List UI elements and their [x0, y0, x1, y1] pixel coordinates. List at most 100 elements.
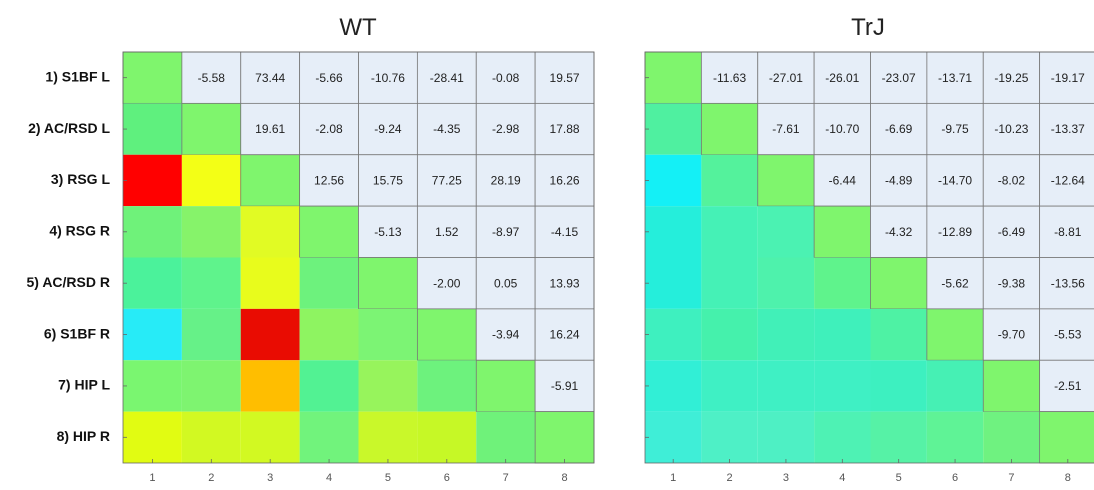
- cell-value: -4.32: [885, 225, 913, 239]
- heatmap-cell: [299, 360, 359, 412]
- heatmap-cell: [982, 308, 1041, 361]
- heatmap-cell: [534, 308, 595, 361]
- heatmap-cell: [416, 257, 477, 310]
- cell-value: 13.93: [550, 276, 580, 290]
- cell-value: 1.52: [435, 225, 459, 239]
- cell-value: 16.24: [550, 328, 580, 342]
- cell-value: 28.19: [491, 174, 521, 188]
- cell-value: -2.08: [315, 122, 343, 136]
- row-label: 3) RSG L: [51, 171, 111, 187]
- heatmap-cell: [870, 102, 928, 156]
- heatmap-cell: [240, 206, 300, 258]
- heatmap-cell: [1039, 411, 1094, 464]
- heatmap-cell: [982, 359, 1041, 413]
- heatmap-cell: [814, 308, 871, 361]
- heatmap-cell: [757, 411, 815, 463]
- x-tick-label: 8: [1065, 472, 1071, 484]
- x-tick-label: 4: [326, 472, 332, 484]
- heatmap-cell: [534, 257, 595, 310]
- heatmap-cell: [181, 411, 241, 463]
- cell-value: -23.07: [882, 71, 916, 85]
- cell-value: 16.26: [550, 174, 580, 188]
- cell-value: -5.58: [198, 71, 226, 85]
- heatmap-cell: [358, 308, 418, 361]
- heatmap-cell: [645, 308, 702, 361]
- cell-value: -10.23: [994, 122, 1028, 136]
- heatmap-cell: [814, 411, 871, 463]
- cell-value: -5.53: [1054, 328, 1082, 342]
- x-tick-label: 4: [839, 472, 845, 484]
- heatmap-cell: [701, 411, 758, 463]
- heatmap-cell: [757, 102, 815, 156]
- cell-value: -10.70: [825, 122, 859, 136]
- heatmap-cell: [181, 154, 241, 207]
- heatmap-cell: [1039, 102, 1094, 156]
- cell-value: -0.08: [492, 71, 520, 85]
- cell-value: -5.91: [551, 379, 579, 393]
- heatmap-cell: [534, 359, 595, 413]
- row-label: 2) AC/RSD L: [28, 120, 110, 136]
- heatmap-cell: [358, 257, 418, 310]
- cell-value: -11.63: [713, 71, 746, 85]
- heatmap-cell: [123, 257, 182, 309]
- heatmap-cell: [701, 206, 758, 258]
- cell-value: -12.89: [938, 225, 972, 239]
- heatmap-cell: [358, 51, 418, 104]
- heatmap-cell: [1039, 359, 1094, 413]
- cell-value: -8.02: [998, 174, 1026, 188]
- heatmap-cell: [757, 154, 815, 207]
- heatmap-cell: [926, 360, 984, 412]
- heatmap-cell: [123, 411, 182, 463]
- heatmap-cell: [123, 206, 182, 258]
- x-tick-label: 2: [727, 472, 733, 484]
- cell-value: -28.41: [430, 71, 464, 85]
- heatmap-cell: [417, 411, 477, 463]
- heatmap-cell: [645, 154, 702, 207]
- heatmap-cell: [982, 51, 1041, 104]
- cell-value: -4.15: [551, 225, 579, 239]
- cell-value: -5.13: [374, 225, 402, 239]
- heatmap-cell: [870, 154, 928, 207]
- x-tick-label: 3: [783, 472, 789, 484]
- cell-value: -2.51: [1054, 379, 1082, 393]
- heatmap-cell: [475, 51, 536, 104]
- heatmap-cell: [926, 308, 984, 361]
- heatmap-cell: [123, 154, 182, 207]
- heatmap-cell: [534, 205, 595, 258]
- cell-value: 12.56: [314, 174, 344, 188]
- row-label: 8) HIP R: [57, 428, 110, 444]
- heatmap-cell: [240, 257, 300, 309]
- heatmap-cell: [416, 205, 477, 258]
- heatmap-cell: [644, 51, 702, 104]
- cell-value: -2.00: [433, 276, 461, 290]
- heatmap-cell: [813, 154, 871, 207]
- plot-frame: [122, 51, 595, 464]
- cell-value: -8.81: [1054, 225, 1082, 239]
- heatmap-cell: [416, 154, 477, 207]
- heatmap-cell: [926, 154, 984, 207]
- x-tick-label: 7: [503, 472, 509, 484]
- row-label: 5) AC/RSD R: [27, 274, 111, 290]
- heatmap-cell: [475, 102, 536, 156]
- heatmap-cell: [926, 257, 984, 310]
- heatmap-cell: [700, 102, 759, 156]
- cell-value: -19.25: [994, 71, 1028, 85]
- heatmap-cell: [813, 205, 871, 258]
- heatmap-cell: [416, 308, 477, 361]
- heatmap-cell: [926, 411, 984, 463]
- heatmap-cell: [123, 308, 182, 361]
- x-tick-label: 3: [267, 472, 273, 484]
- heatmap-cell: [299, 257, 359, 309]
- heatmap-cell: [870, 257, 928, 310]
- heatmap-cell: [181, 257, 241, 309]
- cell-value: -4.89: [885, 174, 913, 188]
- heatmap-cell: [358, 102, 418, 156]
- heatmap-cell: [870, 360, 927, 412]
- heatmap-cell: [475, 359, 536, 413]
- x-tick-label: 7: [1008, 472, 1014, 484]
- heatmap-cell: [645, 206, 702, 258]
- x-tick-label: 5: [385, 472, 391, 484]
- x-tick-label: 5: [896, 472, 902, 484]
- heatmap-cell: [240, 154, 301, 207]
